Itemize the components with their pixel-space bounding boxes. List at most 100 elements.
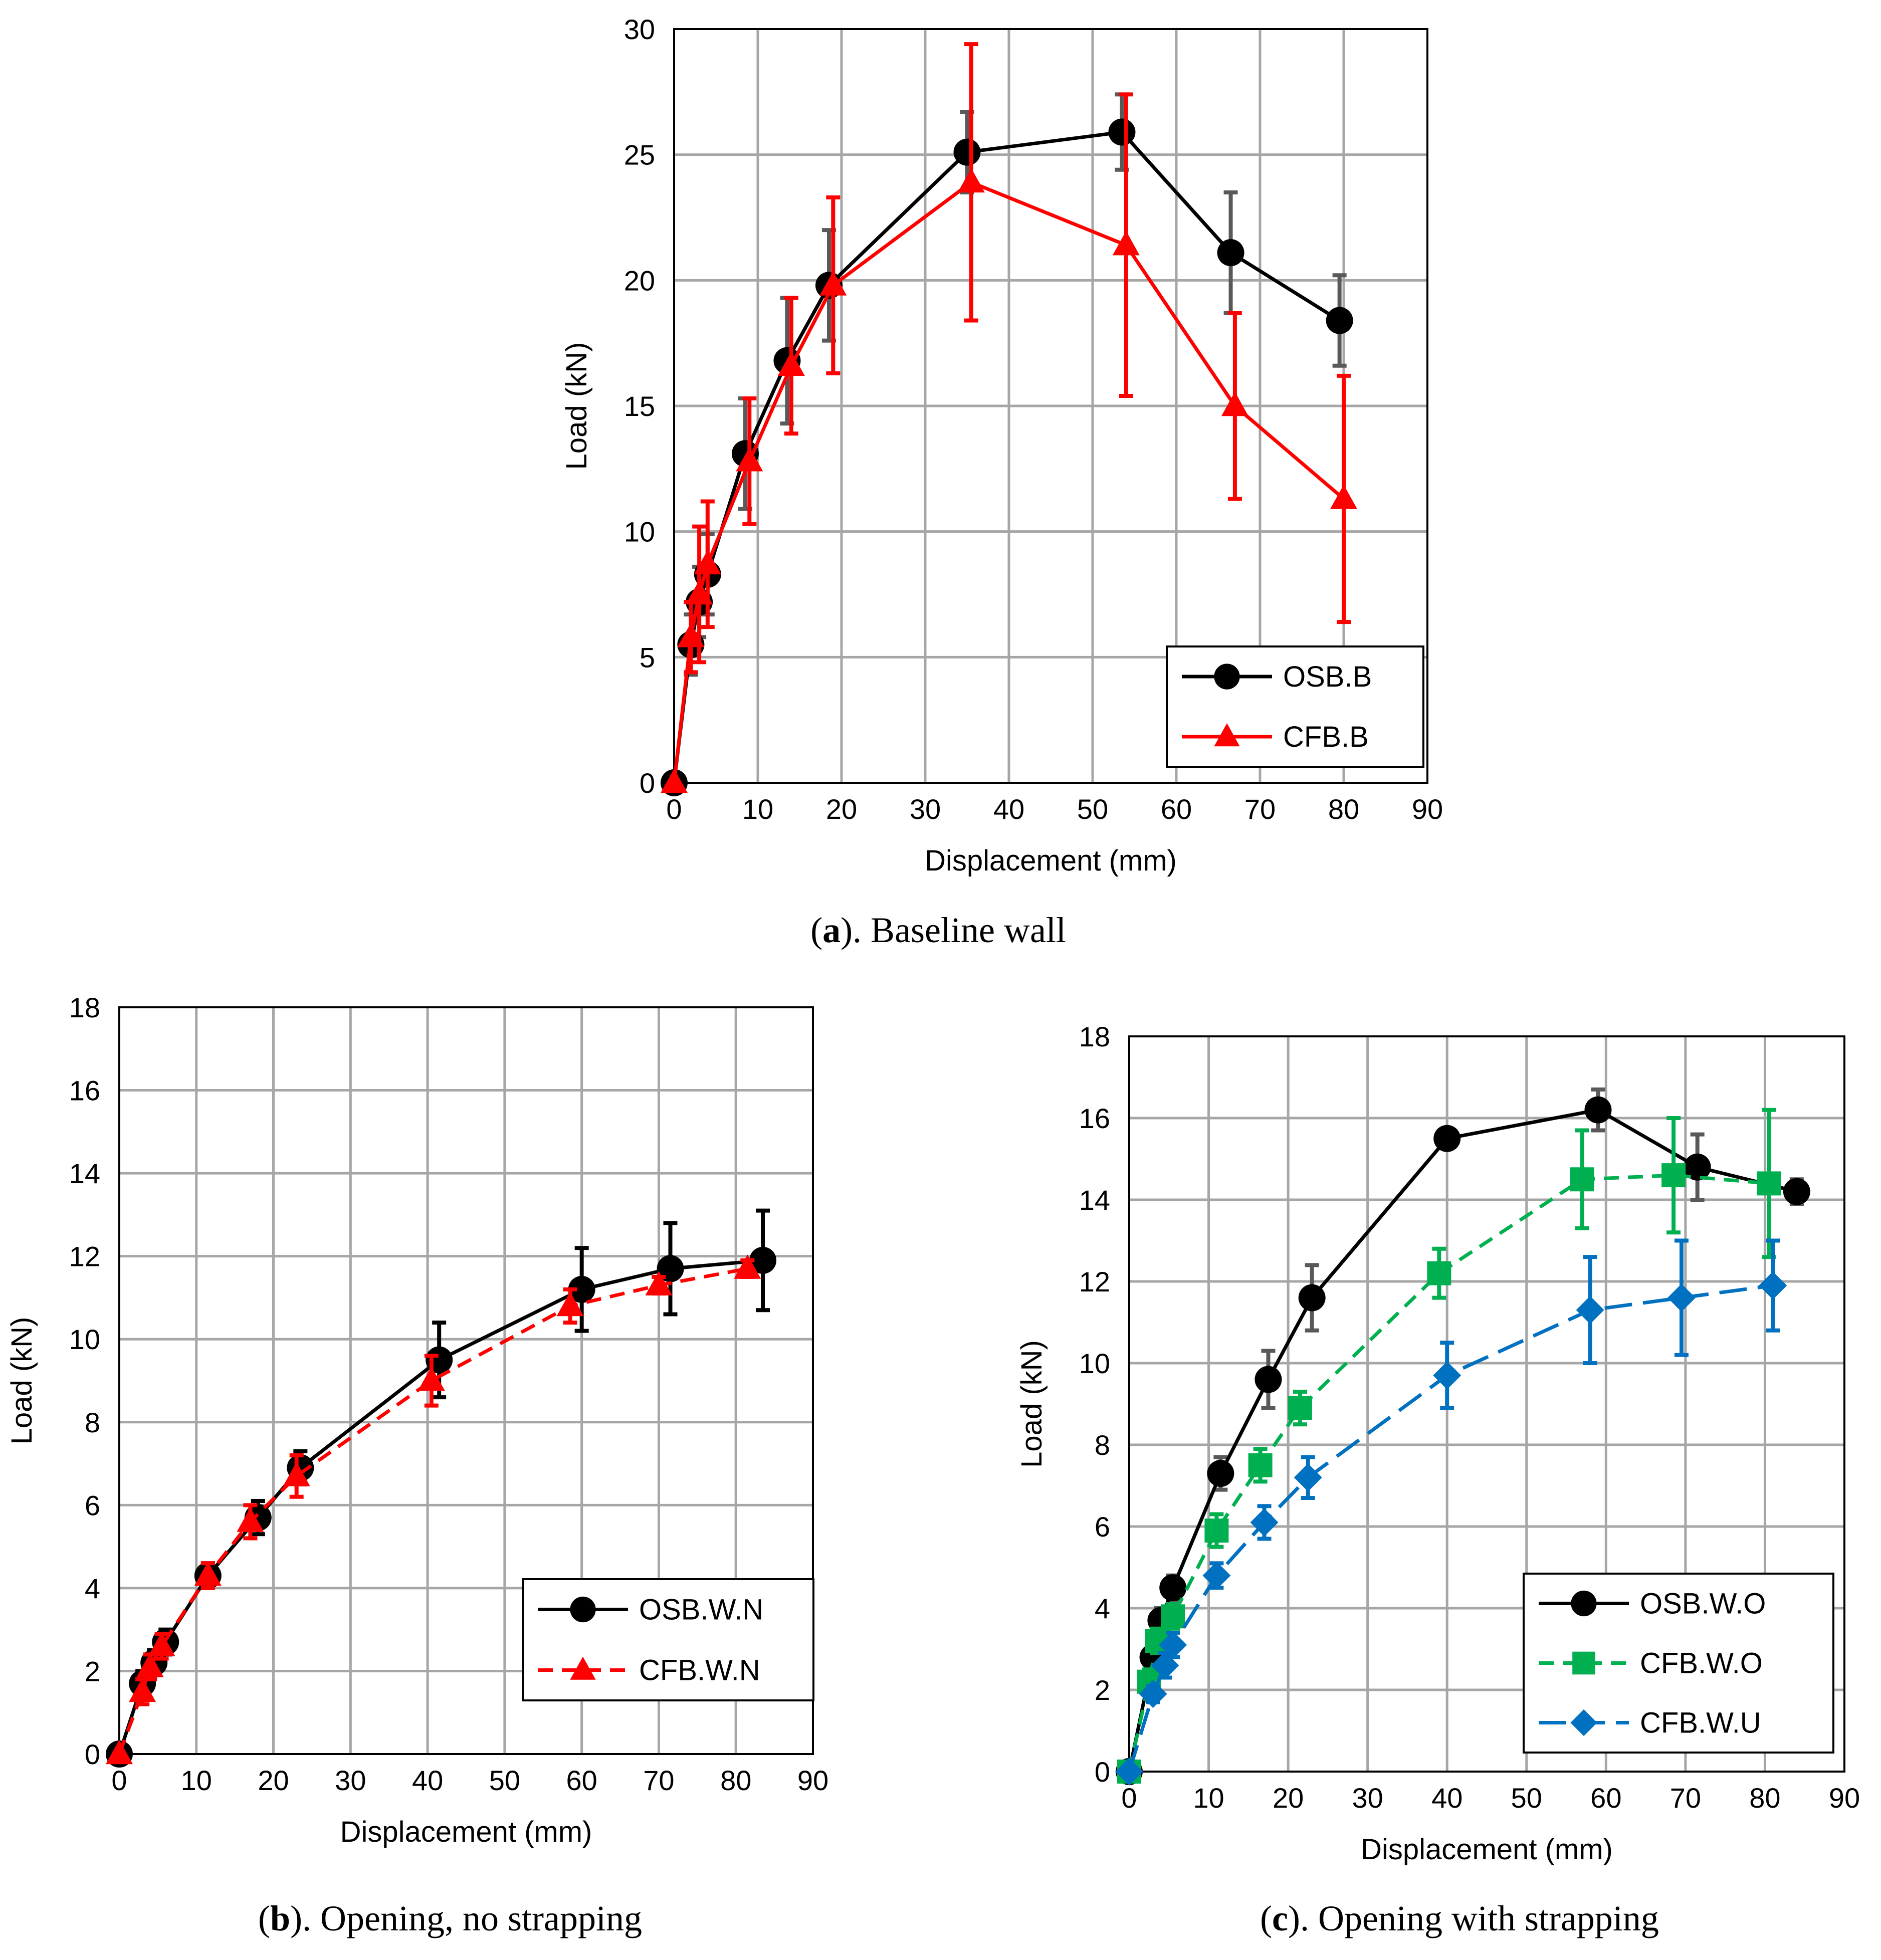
x-tick-label: 60 [566, 1765, 597, 1796]
y-tick-label: 8 [1095, 1429, 1110, 1461]
y-tick-label: 0 [1095, 1756, 1110, 1788]
legend-marker [1214, 664, 1240, 690]
x-tick-label: 70 [643, 1765, 674, 1796]
y-axis-title: Load (kN) [6, 1317, 38, 1445]
x-tick-label: 20 [258, 1765, 289, 1796]
data-point [686, 580, 713, 605]
y-tick-label: 0 [85, 1738, 100, 1770]
x-tick-label: 30 [1352, 1782, 1383, 1814]
x-tick-label: 40 [412, 1765, 443, 1796]
legend-marker [1570, 1709, 1597, 1736]
x-tick-label: 70 [1670, 1782, 1701, 1814]
series-CFB.B [661, 42, 1357, 793]
data-point [1783, 1178, 1810, 1205]
x-tick-label: 90 [797, 1765, 828, 1796]
data-point [1204, 1518, 1229, 1543]
y-tick-label: 14 [1079, 1184, 1110, 1216]
data-point [106, 1739, 133, 1765]
legend-label: CFB.B [1283, 721, 1369, 753]
data-point [1217, 239, 1244, 267]
caption-b-letter: b [270, 1898, 290, 1938]
data-point [1139, 1680, 1167, 1708]
caption-b-text: ). Opening, no strapping [290, 1898, 642, 1938]
legend-marker [1572, 1651, 1595, 1675]
data-point [736, 447, 763, 472]
data-point [1584, 1096, 1612, 1124]
y-tick-label: 18 [69, 992, 100, 1023]
data-point [568, 1275, 595, 1303]
x-tick-label: 0 [666, 793, 682, 825]
data-point [417, 1366, 445, 1391]
data-point [1159, 1631, 1187, 1659]
x-tick-label: 60 [1590, 1782, 1621, 1814]
legend: OSB.W.O CFB.W.O CFB.W.U [1523, 1573, 1834, 1754]
legend-label: CFB.W.U [1640, 1707, 1761, 1739]
data-point [661, 768, 688, 793]
data-point [677, 622, 705, 647]
y-tick-label: 14 [69, 1158, 100, 1189]
data-point [1661, 1163, 1686, 1188]
data-point [1250, 1508, 1279, 1537]
data-point [1159, 1574, 1187, 1602]
x-axis-title: Displacement (mm) [340, 1816, 592, 1848]
data-point [1433, 1125, 1461, 1152]
data-point [645, 1271, 673, 1295]
data-point [1112, 231, 1140, 256]
x-tick-label: 20 [1273, 1782, 1304, 1814]
x-tick-label: 10 [1193, 1782, 1224, 1814]
data-point [1684, 1153, 1711, 1181]
y-tick-label: 6 [85, 1489, 100, 1521]
x-axis-title: Displacement (mm) [925, 844, 1177, 877]
x-tick-label: 0 [111, 1765, 127, 1796]
y-axis-title: Load (kN) [1015, 1340, 1048, 1468]
legend: OSB.B CFB.B [1166, 645, 1424, 768]
caption-a-letter: a [822, 910, 841, 950]
data-point [1667, 1283, 1696, 1312]
caption-c: (c). Opening with strapping [1260, 1898, 1659, 1938]
data-point [283, 1462, 310, 1486]
data-point [194, 1561, 222, 1586]
series-CFB.W.N [106, 1254, 761, 1765]
x-tick-label: 80 [720, 1765, 751, 1796]
x-tick-label: 50 [1511, 1782, 1542, 1814]
legend-label: OSB.W.O [1640, 1588, 1766, 1620]
y-tick-label: 18 [1079, 1021, 1110, 1052]
data-point [1326, 307, 1353, 334]
data-point [734, 1254, 761, 1279]
data-point [749, 1246, 777, 1274]
data-point [136, 1652, 164, 1677]
plot-frame [1128, 1035, 1845, 1773]
data-point [1427, 1261, 1451, 1285]
y-tick-label: 25 [624, 139, 655, 171]
y-tick-label: 30 [624, 14, 655, 45]
x-axis-title: Displacement (mm) [1361, 1833, 1613, 1866]
data-point [953, 138, 981, 166]
legend-label: CFB.W.O [1640, 1647, 1763, 1680]
y-tick-label: 5 [640, 641, 655, 673]
x-tick-label: 80 [1749, 1782, 1780, 1814]
x-tick-label: 10 [742, 793, 773, 825]
data-point [1161, 1604, 1185, 1629]
data-point [237, 1507, 264, 1532]
legend-label: OSB.B [1283, 661, 1372, 693]
y-tick-label: 2 [1095, 1674, 1110, 1706]
y-tick-label: 4 [85, 1573, 100, 1604]
y-tick-label: 2 [85, 1655, 100, 1687]
y-tick-label: 10 [624, 516, 655, 548]
caption-c-text: ). Opening with strapping [1288, 1898, 1659, 1938]
plot-frame [118, 1006, 814, 1755]
y-tick-label: 10 [1079, 1348, 1110, 1379]
legend-marker [1214, 723, 1240, 747]
data-point [1221, 391, 1248, 416]
caption-a: (a). Baseline wall [810, 910, 1066, 950]
legend-box [522, 1578, 814, 1701]
y-tick-label: 12 [69, 1241, 100, 1272]
y-tick-label: 8 [85, 1407, 100, 1438]
x-tick-label: 40 [1431, 1782, 1462, 1814]
y-tick-label: 4 [1095, 1593, 1110, 1624]
x-tick-label: 70 [1244, 793, 1276, 825]
plot-frame [673, 28, 1428, 784]
data-point [1298, 1284, 1326, 1312]
x-tick-label: 80 [1328, 793, 1359, 825]
data-point [1330, 485, 1357, 509]
